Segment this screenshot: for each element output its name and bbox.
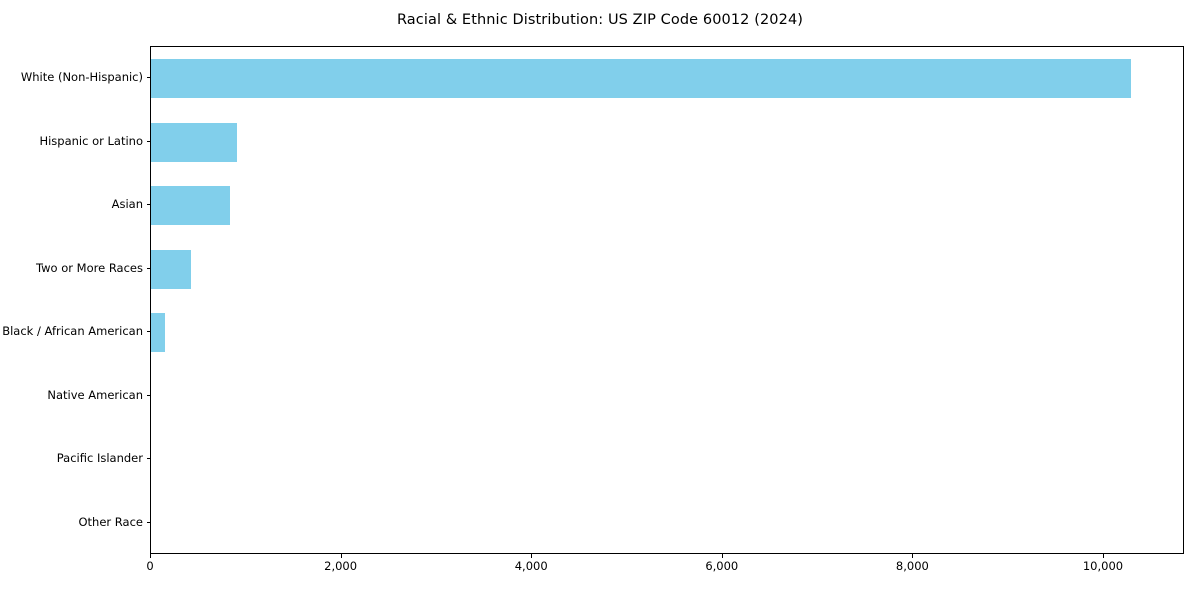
x-tick-mark bbox=[721, 554, 723, 558]
x-tick-label: 6,000 bbox=[705, 559, 739, 573]
chart-title: Racial & Ethnic Distribution: US ZIP Cod… bbox=[396, 12, 804, 28]
y-tick-mark bbox=[146, 331, 150, 333]
x-tick-label: 2,000 bbox=[324, 559, 358, 573]
x-tick-mark bbox=[340, 554, 342, 558]
plot-area bbox=[150, 46, 1184, 554]
y-tick-label: Asian bbox=[111, 197, 143, 211]
x-tick-label: 0 bbox=[146, 559, 154, 573]
y-axis: White (Non-Hispanic) Hispanic or Latino As… bbox=[0, 46, 150, 554]
y-tick-mark bbox=[146, 140, 150, 142]
bar bbox=[151, 122, 237, 162]
y-tick-label: Black / African American bbox=[2, 324, 143, 338]
x-tick-label: 4,000 bbox=[514, 559, 548, 573]
y-tick-mark bbox=[146, 204, 150, 206]
bar bbox=[151, 186, 231, 226]
bar bbox=[151, 249, 192, 289]
bars-layer bbox=[151, 47, 1183, 553]
y-tick-label: White (Non-Hispanic) bbox=[20, 70, 143, 84]
x-tick-mark bbox=[912, 554, 914, 558]
bar bbox=[151, 59, 1131, 99]
y-tick-mark bbox=[146, 394, 150, 396]
x-tick-label: 10,000 bbox=[1082, 559, 1124, 573]
bar bbox=[151, 313, 166, 353]
x-tick-mark bbox=[150, 554, 152, 558]
y-tick-label: Native American bbox=[47, 387, 143, 402]
y-tick-mark bbox=[146, 521, 150, 523]
x-tick-label: 8,000 bbox=[895, 559, 929, 573]
x-tick-mark bbox=[531, 554, 533, 558]
y-tick-label: Other Race bbox=[78, 514, 144, 529]
y-tick-mark bbox=[146, 267, 150, 269]
y-tick-label: Two or More Races bbox=[36, 260, 143, 275]
y-tick-mark bbox=[146, 77, 150, 79]
y-tick-label: Pacific Islander bbox=[56, 451, 143, 465]
y-tick-label: Hispanic or Latino bbox=[39, 133, 143, 148]
x-tick-mark bbox=[1102, 554, 1105, 558]
x-axis: 0 2,000 4,000 6,000 8,000 10,000 bbox=[146, 554, 1184, 594]
y-tick-mark bbox=[146, 458, 150, 460]
